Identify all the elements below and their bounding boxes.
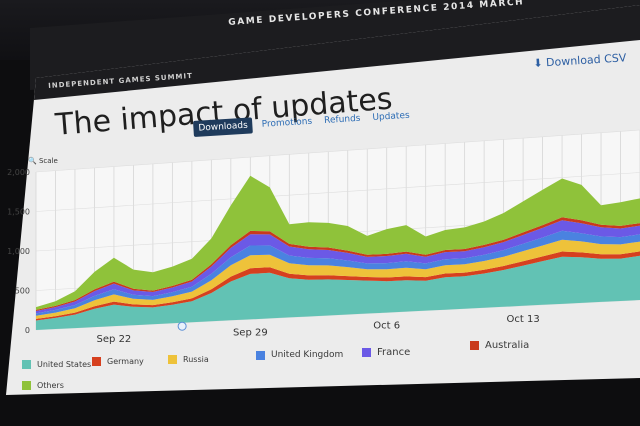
- area-series-russia[interactable]: [36, 239, 640, 319]
- x-tick-label: Sep 29: [233, 327, 268, 338]
- range-slider-handle[interactable]: [177, 321, 187, 331]
- y-tick-label: 1,500: [7, 208, 30, 217]
- y-tick-label: 1,000: [7, 247, 30, 256]
- x-tick-label: Sep 22: [97, 334, 132, 345]
- y-tick-label: 2,000: [7, 168, 30, 177]
- x-tick-label: Oct 13: [506, 314, 539, 325]
- area-series-others[interactable]: [36, 175, 640, 310]
- grid-line-horizontal: [35, 129, 640, 173]
- scale-control[interactable]: 🔍 Scale: [28, 157, 58, 165]
- chart-areas: [36, 175, 640, 330]
- chart-axes: 0 500 1,000 1,500 2,000 Sep 22 Sep 29 Oct 6 Oct …: [7, 168, 540, 345]
- grid-line-horizontal: [35, 172, 640, 212]
- x-tick-label: Oct 6: [373, 321, 400, 332]
- area-series-united-states[interactable]: [36, 255, 640, 330]
- area-series-united-kingdom[interactable]: [36, 230, 640, 316]
- y-tick-label: 500: [15, 287, 30, 296]
- scale-label-text: Scale: [38, 157, 58, 165]
- y-tick-label: 0: [25, 326, 30, 335]
- zoom-icon: 🔍: [28, 157, 37, 165]
- area-series-france[interactable]: [36, 220, 640, 314]
